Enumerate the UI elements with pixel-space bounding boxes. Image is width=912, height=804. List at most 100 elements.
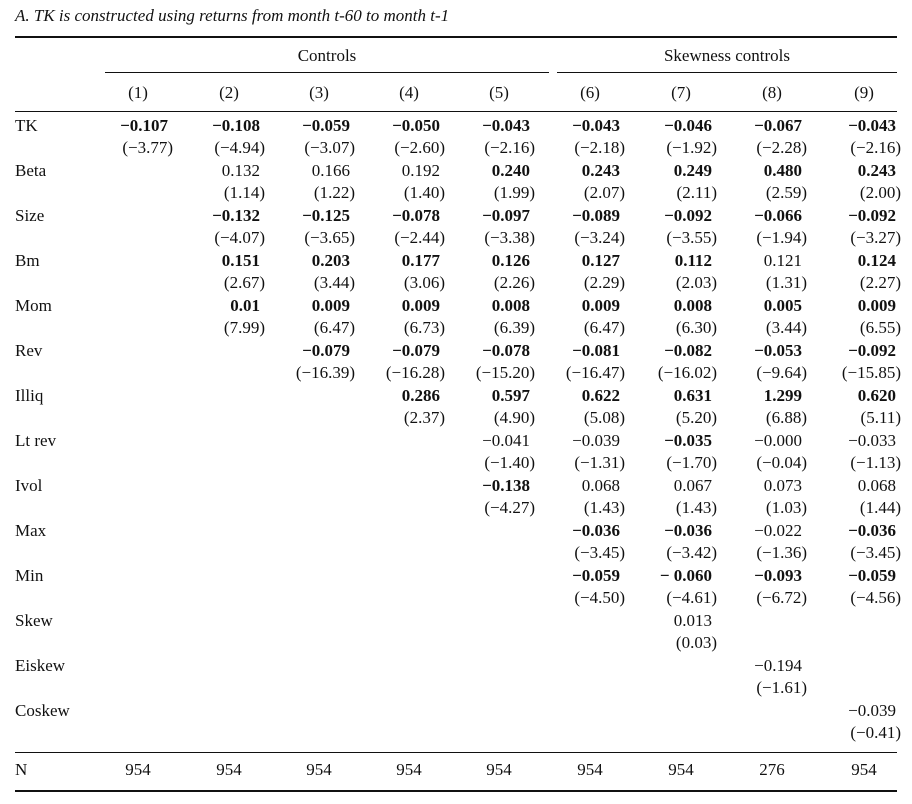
t-stat-cell: (−3.07) <box>304 138 355 157</box>
coefficient-cell: 0.203 <box>311 251 350 270</box>
coefficient-cell: 0.01 <box>230 296 260 315</box>
t-stat-cell: (−3.45) <box>850 543 901 562</box>
coefficient-cell: −0.036 <box>848 521 896 540</box>
t-stat-cell: (−3.27) <box>850 228 901 247</box>
coefficient-cell: −0.082 <box>664 341 712 360</box>
t-stat-cell: (1.44) <box>859 498 901 517</box>
t-stat-cell: (1.14) <box>223 183 265 202</box>
row-label: Eiskew <box>15 656 66 675</box>
coefficient-cell: −0.078 <box>482 341 530 360</box>
row-label: TK <box>15 116 38 135</box>
t-stat-cell: (−1.92) <box>666 138 717 157</box>
t-stat-cell: (7.99) <box>223 318 265 337</box>
t-stat-cell: (−4.27) <box>484 498 535 517</box>
coefficient-cell: −0.108 <box>212 116 260 135</box>
t-stat-cell: (−16.47) <box>565 363 625 382</box>
t-stat-cell: (−3.77) <box>122 138 173 157</box>
t-stat-cell: (2.11) <box>676 183 717 202</box>
t-stat-cell: (2.29) <box>583 273 625 292</box>
t-stat-cell: (−2.18) <box>574 138 625 157</box>
coefficient-cell: −0.022 <box>754 521 802 540</box>
t-stat-cell: (−2.28) <box>756 138 807 157</box>
coefficient-cell: −0.043 <box>482 116 530 135</box>
coefficient-cell: 0.013 <box>673 611 712 630</box>
t-stat-cell: (−2.16) <box>484 138 535 157</box>
coefficient-cell: 0.620 <box>857 386 896 405</box>
t-stat-cell: (3.06) <box>403 273 445 292</box>
t-stat-cell: (1.99) <box>493 183 535 202</box>
row-label: Beta <box>15 161 47 180</box>
t-stat-cell: (−2.60) <box>394 138 445 157</box>
coefficient-cell: 0.112 <box>674 251 712 270</box>
coefficient-cell: −0.089 <box>572 206 620 225</box>
coefficient-cell: −0.092 <box>848 341 896 360</box>
t-stat-cell: (−1.13) <box>850 453 901 472</box>
column-header: (9) <box>854 83 874 102</box>
t-stat-cell: (−3.55) <box>666 228 717 247</box>
coefficient-cell: 0.009 <box>857 296 896 315</box>
coefficient-cell: −0.097 <box>482 206 530 225</box>
coefficient-cell: 0.008 <box>673 296 712 315</box>
column-header: (2) <box>219 83 239 102</box>
t-stat-cell: (−4.94) <box>214 138 265 157</box>
t-stat-cell: (6.39) <box>493 318 535 337</box>
t-stat-cell: (−3.38) <box>484 228 535 247</box>
column-header: (4) <box>399 83 419 102</box>
group-rule-controls <box>105 72 549 73</box>
t-stat-cell: (5.20) <box>675 408 717 427</box>
t-stat-cell: (6.47) <box>313 318 355 337</box>
row-label: Rev <box>15 341 43 360</box>
coefficient-cell: 0.132 <box>221 161 260 180</box>
coefficient-cell: −0.059 <box>572 566 620 585</box>
t-stat-cell: (−1.31) <box>574 453 625 472</box>
coefficient-cell: 0.166 <box>311 161 350 180</box>
n-label: N <box>15 760 28 779</box>
coefficient-cell: −0.194 <box>754 656 802 675</box>
coefficient-cell: −0.093 <box>754 566 802 585</box>
coefficient-cell: −0.059 <box>848 566 896 585</box>
row-label: Illiq <box>15 386 44 405</box>
t-stat-cell: (2.03) <box>675 273 717 292</box>
t-stat-cell: (−15.20) <box>475 363 535 382</box>
coefficient-cell: 0.249 <box>673 161 712 180</box>
n-value-cell: 954 <box>486 760 512 779</box>
coefficient-cell: 0.127 <box>581 251 620 270</box>
n-rule <box>15 752 897 753</box>
coefficient-cell: 0.124 <box>857 251 896 270</box>
coefficient-cell: 0.126 <box>491 251 530 270</box>
t-stat-cell: (1.43) <box>675 498 717 517</box>
coefficient-cell: −0.000 <box>754 431 802 450</box>
t-stat-cell: (6.55) <box>859 318 901 337</box>
t-stat-cell: (2.59) <box>765 183 807 202</box>
coefficient-cell: 0.631 <box>673 386 712 405</box>
coefficient-cell: 0.068 <box>581 476 620 495</box>
coefficient-cell: 1.299 <box>763 386 802 405</box>
coefficient-cell: 0.005 <box>763 296 802 315</box>
coefficient-cell: −0.078 <box>392 206 440 225</box>
t-stat-cell: (2.07) <box>583 183 625 202</box>
coefficient-cell: 0.177 <box>401 251 440 270</box>
coefficient-cell: − 0.060 <box>659 566 712 585</box>
group-rule-skewness <box>557 72 897 73</box>
t-stat-cell: (−4.50) <box>574 588 625 607</box>
n-value-cell: 954 <box>125 760 151 779</box>
group-header-skewness: Skewness controls <box>663 46 791 65</box>
coefficient-cell: 0.121 <box>763 251 802 270</box>
n-value-cell: 954 <box>577 760 603 779</box>
coefficient-cell: −0.079 <box>392 341 440 360</box>
coefficient-cell: 0.192 <box>401 161 440 180</box>
coefficient-cell: 0.068 <box>857 476 896 495</box>
coefficient-cell: −0.039 <box>572 431 620 450</box>
t-stat-cell: (−1.94) <box>756 228 807 247</box>
row-label: Mom <box>15 296 52 315</box>
coefficient-cell: 0.009 <box>311 296 350 315</box>
row-label: Bm <box>15 251 40 270</box>
t-stat-cell: (2.26) <box>493 273 535 292</box>
t-stat-cell: (6.47) <box>583 318 625 337</box>
coefficient-cell: −0.041 <box>482 431 530 450</box>
coefficient-cell: 0.286 <box>401 386 440 405</box>
t-stat-cell: (2.00) <box>859 183 901 202</box>
coefficient-cell: −0.092 <box>664 206 712 225</box>
t-stat-cell: (−0.41) <box>850 723 901 742</box>
group-header-controls: Controls <box>297 46 357 65</box>
